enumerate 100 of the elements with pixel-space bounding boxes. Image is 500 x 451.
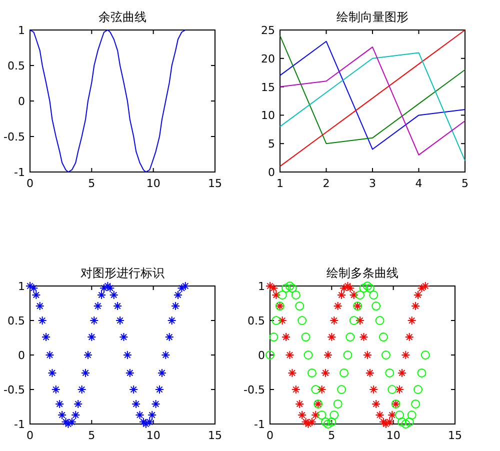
chart-title: 绘制向量图形 [336,10,408,24]
point [272,290,281,300]
point [32,290,41,300]
point [298,410,307,420]
point [55,399,64,408]
x-tick-label: 15 [208,177,222,190]
point [58,410,67,420]
point [407,316,416,325]
y-tick-label: 5 [268,138,275,151]
point [420,282,430,290]
point [411,302,420,311]
x-tick-label: 5 [328,429,336,442]
x-tick-label: 1 [276,177,284,190]
point [135,410,144,420]
point [48,368,57,378]
y-tick-label: 0.5 [248,314,265,328]
point [321,417,330,426]
point [35,302,44,311]
point [349,316,358,325]
point [311,410,320,420]
point [327,332,336,342]
point [417,284,426,293]
point [404,417,414,426]
point [304,420,313,428]
point [164,332,174,342]
x-tick-label: 4 [415,177,422,190]
x-tick-label: 15 [208,429,222,442]
x-tick-label: 0 [26,177,34,190]
point [64,420,73,428]
point [282,332,291,342]
x-tick-label: 10 [146,429,160,442]
point [369,385,378,394]
point [359,332,368,342]
point [81,368,90,378]
point [365,284,374,293]
point [129,385,138,394]
point [148,410,157,420]
point [77,385,86,394]
point [83,350,92,360]
point [397,417,406,426]
point [414,385,422,394]
point [161,350,170,360]
point [282,284,291,293]
point [381,420,390,428]
point [291,385,300,394]
y-tick-label: -0.5 [244,384,265,396]
point [333,399,342,408]
point [404,332,414,342]
y-tick-label: -0.5 [4,384,25,396]
x-tick-label: 10 [146,177,160,190]
point [174,290,182,300]
point [407,410,416,420]
point [301,332,310,342]
point [340,368,348,378]
point [132,399,141,408]
point [291,290,300,300]
point [397,368,406,378]
x-tick-label: 0 [26,429,34,442]
x-tick-label: 15 [448,429,462,442]
chart-title: 绘制多条曲线 [326,266,398,280]
point [109,290,118,300]
point [141,420,150,428]
y-tick-label: 1 [18,280,25,293]
point [337,385,346,394]
point [113,302,122,311]
point [266,350,274,360]
point [180,282,190,290]
y-tick-label: 10 [261,109,275,122]
point [125,368,134,378]
point [269,332,278,342]
point [343,350,352,360]
point [401,420,410,428]
point [116,316,125,325]
point [388,410,397,420]
y-tick-label: -1 [14,166,25,179]
y-tick-label: 0.5 [8,314,25,328]
point [288,368,297,378]
x-tick-label: 10 [386,429,400,442]
y-tick-label: 1 [18,24,25,37]
point [42,332,51,342]
y-tick-label: 0 [268,166,275,179]
point [375,316,384,325]
point [93,302,102,311]
point [288,284,297,293]
point [311,385,320,394]
point [337,290,346,300]
line-series [280,30,466,167]
point [401,350,410,360]
point [272,316,281,325]
point [411,399,420,408]
point [420,350,430,360]
chart-title: 对图形进行标识 [80,266,164,280]
point [346,332,355,342]
x-tick-label: 5 [88,177,96,190]
point [417,368,426,378]
point [362,282,372,290]
point [375,410,384,420]
point [356,290,365,300]
point [317,410,326,420]
point [295,302,304,311]
